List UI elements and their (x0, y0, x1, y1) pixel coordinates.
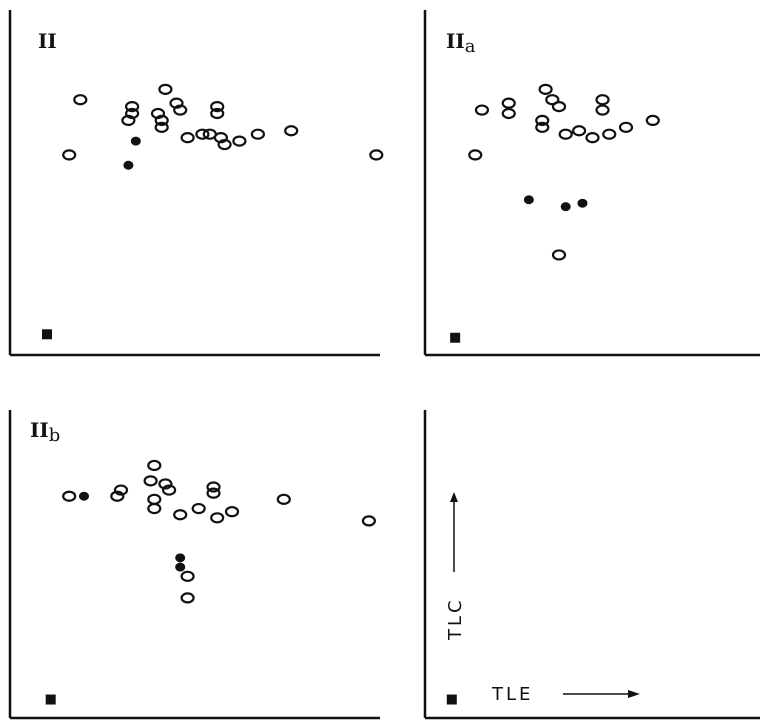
open-point (501, 107, 516, 120)
open-point (276, 493, 291, 505)
open-point (210, 100, 225, 113)
filled-point (560, 202, 571, 212)
origin-square (450, 332, 461, 343)
open-point (551, 249, 567, 261)
tle-arrow-head (628, 690, 640, 698)
open-point (191, 502, 206, 515)
open-point (158, 478, 173, 490)
panel-label: IIa (446, 29, 476, 57)
open-point (110, 490, 125, 502)
open-point (645, 114, 660, 127)
open-point (224, 506, 240, 518)
filled-point (130, 136, 141, 146)
open-point (217, 138, 232, 151)
open-point (545, 94, 560, 106)
filled-point (175, 562, 186, 572)
open-point (595, 104, 610, 116)
open-point (284, 125, 299, 137)
open-point (250, 128, 265, 140)
open-point (154, 121, 169, 133)
open-point (501, 97, 516, 109)
open-point (538, 83, 553, 95)
open-point (595, 94, 610, 106)
panel-label: IIb (30, 418, 60, 446)
open-point (143, 475, 158, 487)
open-point (180, 132, 195, 144)
panel-label-sub: a (465, 36, 476, 57)
open-point (585, 132, 600, 144)
tle-label: TLE (491, 684, 533, 705)
open-point (206, 481, 221, 493)
open-point (551, 100, 567, 113)
filled-point (175, 553, 186, 563)
open-point (535, 114, 550, 127)
open-point (468, 149, 483, 161)
open-point (180, 570, 195, 582)
open-point (121, 114, 136, 127)
open-point (173, 104, 188, 116)
open-point (147, 459, 162, 472)
open-point (195, 128, 210, 140)
open-point (361, 515, 376, 527)
open-point (162, 484, 177, 496)
open-point (558, 128, 573, 140)
open-point (474, 104, 490, 116)
open-point (173, 509, 188, 521)
filled-point (79, 491, 89, 501)
filled-point (123, 160, 134, 170)
open-point (113, 484, 129, 496)
open-point (180, 592, 195, 604)
open-point (535, 121, 550, 133)
open-point (618, 121, 634, 133)
open-point (369, 149, 384, 161)
open-point (210, 512, 225, 524)
origin-square (42, 329, 52, 340)
filled-point (523, 195, 534, 205)
open-point (210, 107, 225, 120)
filled-point (577, 198, 588, 208)
open-point (158, 83, 173, 95)
origin-square (45, 694, 56, 705)
tlc-label: TLC (445, 597, 466, 641)
open-point (206, 487, 221, 499)
origin-square (446, 694, 457, 705)
tlc-arrow-head (450, 492, 458, 502)
open-point (232, 135, 247, 147)
open-point (571, 125, 587, 137)
open-point (602, 128, 617, 140)
open-point (147, 493, 162, 505)
open-point (147, 502, 162, 515)
open-point (62, 490, 77, 502)
panel-label: II (38, 29, 57, 53)
open-point (73, 94, 88, 106)
panel-label-sub: b (49, 425, 61, 446)
open-point (125, 100, 140, 113)
open-point (62, 149, 77, 161)
open-point (154, 114, 169, 127)
